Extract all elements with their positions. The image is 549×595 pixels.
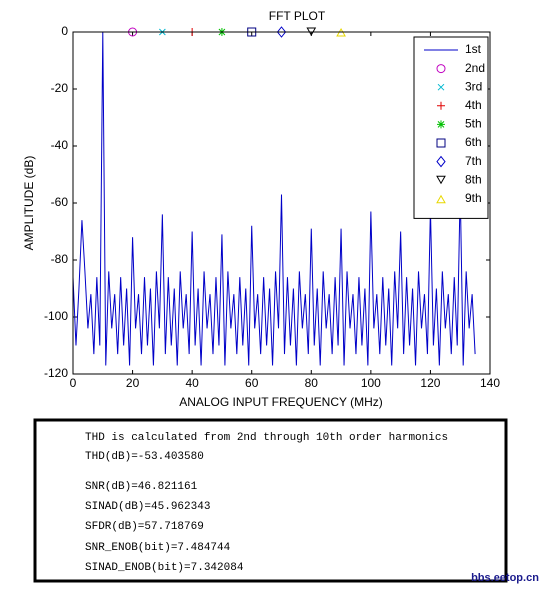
legend-box [413, 36, 489, 219]
y-axis-label: AMPLITUDE (dB) [22, 156, 36, 251]
x-tick-label: 140 [480, 376, 500, 390]
result-line: SINAD(dB)=45.962343 [85, 501, 210, 513]
chart-title: FFT PLOT [269, 9, 326, 23]
y-tick-label: -100 [44, 309, 68, 323]
legend-swatch [437, 101, 445, 110]
result-line: THD(dB)=-53.403580 [85, 451, 204, 463]
result-line: THD is calculated from 2nd through 10th … [85, 432, 448, 444]
y-tick-label: 0 [61, 24, 68, 38]
x-tick-label: 60 [245, 376, 259, 390]
legend-label: 4th [465, 98, 482, 112]
x-tick-label: 40 [185, 376, 199, 390]
plot-frame [72, 31, 491, 375]
legend-label: 7th [465, 154, 482, 168]
y-tick-label: -120 [44, 366, 68, 380]
legend-label: 8th [465, 172, 482, 186]
result-line: SNR(dB)=46.821161 [85, 481, 198, 493]
x-tick-label: 120 [420, 376, 440, 390]
x-tick-label: 0 [70, 376, 77, 390]
y-tick-label: -20 [51, 81, 69, 95]
x-axis-label: ANALOG INPUT FREQUENCY (MHz) [179, 395, 383, 409]
x-tick-label: 20 [126, 376, 140, 390]
watermark: bbs.eetop.cn [471, 572, 539, 584]
legend-swatch [436, 194, 446, 204]
legend-swatch [437, 120, 445, 129]
legend-swatch [436, 175, 446, 185]
harmonic-marker [276, 26, 287, 38]
legend-label: 2nd [465, 61, 485, 75]
spectrum-line [73, 31, 476, 366]
result-line: SFDR(dB)=57.718769 [85, 521, 204, 533]
legend-swatch [437, 83, 445, 91]
legend-label: 6th [465, 135, 482, 149]
y-tick-label: -60 [51, 195, 69, 209]
result-line: SNR_ENOB(bit)=7.484744 [85, 542, 231, 554]
legend-swatch [436, 155, 446, 168]
legend-label: 9th [465, 191, 482, 205]
legend-label: 3rd [465, 79, 482, 93]
x-tick-label: 80 [305, 376, 319, 390]
x-tick-label: 100 [361, 376, 381, 390]
legend-label: 1st [465, 42, 482, 56]
legend-label: 5th [465, 117, 482, 131]
harmonic-marker [247, 27, 257, 37]
y-tick-label: -40 [51, 138, 69, 152]
result-line: SINAD_ENOB(bit)=7.342084 [85, 562, 244, 574]
result-box [33, 418, 508, 583]
legend-swatch [436, 138, 446, 148]
y-tick-label: -80 [51, 252, 69, 266]
legend-swatch [436, 64, 446, 74]
